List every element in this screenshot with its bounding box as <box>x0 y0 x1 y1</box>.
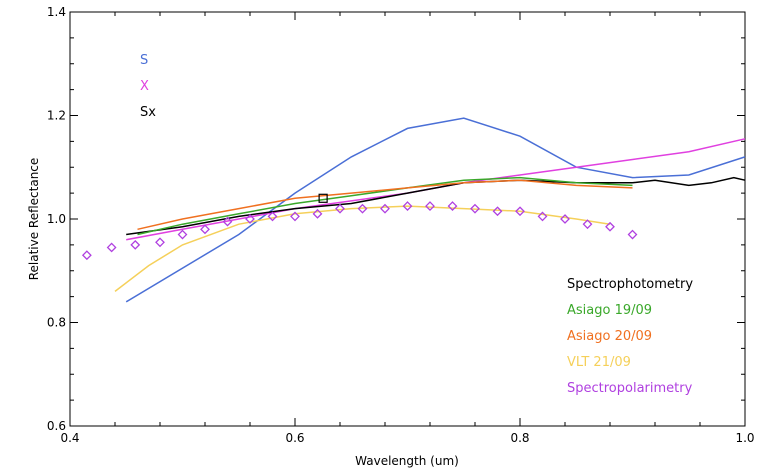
y-tick-label: 1.0 <box>47 212 66 226</box>
x-tick-label: 0.8 <box>510 431 529 445</box>
point-spectropolarimetry <box>402 201 413 211</box>
legend-asiago-1909: Asiago 19/09 <box>567 303 652 318</box>
series-line-s <box>125 117 746 303</box>
y-tick-label: 1.2 <box>47 109 66 123</box>
point-spectropolarimetry <box>245 214 255 224</box>
series-line-sx <box>632 176 746 187</box>
taxonomy-legend: S X Sx <box>140 53 156 120</box>
point-spectropolarimetry <box>470 203 480 214</box>
x-axis-title: Wavelength (um) <box>355 454 459 468</box>
point-spectropolarimetry <box>312 208 323 219</box>
legend-sx: Sx <box>140 105 156 120</box>
y-axis-title: Relative Reflectance <box>27 158 41 281</box>
x-tick-label: 0.6 <box>285 431 304 445</box>
point-spectropolarimetry <box>81 250 92 261</box>
point-spectropolarimetry <box>130 239 141 250</box>
y-tick-label: 1.4 <box>47 5 66 19</box>
point-spectropolarimetry <box>627 229 638 240</box>
ticks-layer <box>69 11 746 427</box>
point-spectropolarimetry <box>492 206 503 217</box>
point-spectropolarimetry <box>290 211 300 222</box>
series-line-asiago-19-09 <box>137 176 633 236</box>
point-spectropolarimetry <box>335 203 345 214</box>
point-spectropolarimetry <box>560 214 570 224</box>
point-spectropolarimetry <box>582 219 593 230</box>
point-spectropolarimetry <box>447 201 458 211</box>
point-spectropolarimetry <box>605 221 615 232</box>
series-line-spectrophotometry <box>126 179 633 236</box>
point-spectropolarimetry <box>357 203 368 214</box>
legend-vlt-2109: VLT 21/09 <box>567 355 631 370</box>
point-spectropolarimetry <box>155 237 165 248</box>
series-line-asiago-20-09 <box>137 179 633 231</box>
point-spectrophotometry <box>318 193 328 203</box>
legend-asiago-2009: Asiago 20/09 <box>567 329 652 344</box>
legend-spectrophotometry: Spectrophotometry <box>567 277 693 292</box>
point-spectropolarimetry <box>425 201 435 211</box>
legend-spectropolarimetry: Spectropolarimetry <box>567 381 693 396</box>
point-spectropolarimetry <box>380 203 390 214</box>
point-spectropolarimetry <box>515 206 525 217</box>
legend-s: S <box>140 53 148 68</box>
point-spectropolarimetry <box>267 211 278 222</box>
series-layer <box>81 117 746 303</box>
x-tick-label: 1.0 <box>735 431 754 445</box>
point-spectropolarimetry <box>200 224 210 235</box>
x-tick-label: 0.4 <box>60 431 79 445</box>
series-line-vlt-21-09 <box>114 205 611 292</box>
point-spectropolarimetry <box>106 242 117 253</box>
plot-frame <box>69 11 746 427</box>
legend-x: X <box>140 79 149 94</box>
series-line-x <box>126 138 746 241</box>
y-tick-label: 0.8 <box>47 316 66 330</box>
point-spectropolarimetry <box>537 211 548 222</box>
data-legend: Spectrophotometry Asiago 19/09 Asiago 20… <box>567 277 693 396</box>
point-spectropolarimetry <box>177 229 188 240</box>
point-spectropolarimetry <box>222 216 233 227</box>
y-tick-label: 0.6 <box>47 419 66 433</box>
tick-labels: 0.4 0.6 0.8 1.00.60.81.01.21.4 <box>47 5 755 445</box>
